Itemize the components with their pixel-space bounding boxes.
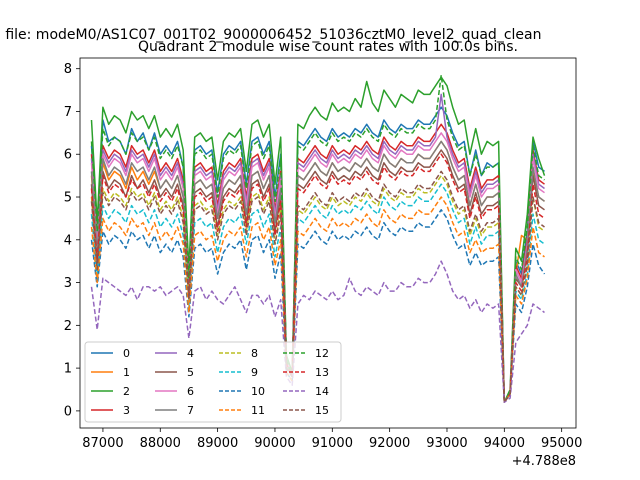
x-tick-label: 87000	[82, 436, 123, 451]
y-tick-label: 3	[64, 276, 72, 291]
legend-label-10: 10	[251, 385, 265, 398]
series-line-7	[90, 140, 545, 404]
x-tick-label: 91000	[312, 436, 353, 451]
y-tick-label: 7	[64, 105, 72, 120]
series-line-12	[90, 74, 545, 404]
series-line-9	[90, 183, 545, 404]
legend-label-15: 15	[315, 404, 329, 417]
legend-label-8: 8	[251, 347, 258, 360]
y-tick-label: 5	[64, 191, 72, 206]
x-tick-label: 92000	[369, 436, 410, 451]
x-tick-label: 94000	[484, 436, 525, 451]
legend-box	[84, 341, 342, 423]
legend-label-9: 9	[251, 366, 258, 379]
series-line-4	[90, 93, 545, 404]
x-axis-offset-label: +4.788e8	[512, 454, 576, 469]
x-tick-label: 90000	[254, 436, 295, 451]
y-tick-label: 2	[64, 319, 72, 334]
chart-title: Quadrant 2 module wise count rates with …	[138, 39, 518, 55]
legend-label-2: 2	[123, 385, 130, 398]
x-tick-label: 89000	[197, 436, 238, 451]
x-tick-label: 93000	[426, 436, 467, 451]
series-line-6	[90, 132, 545, 404]
y-tick-label: 8	[64, 62, 72, 77]
legend-label-5: 5	[187, 366, 194, 379]
series-line-11	[90, 196, 545, 404]
legend-label-3: 3	[123, 404, 130, 417]
series-line-2	[90, 76, 546, 404]
series-line-13	[90, 153, 545, 404]
series-line-3	[90, 123, 545, 404]
series-line-5	[90, 149, 545, 404]
y-tick-label: 4	[64, 233, 72, 248]
plot-series-group	[90, 74, 546, 404]
series-line-15	[90, 170, 545, 404]
legend-label-14: 14	[315, 385, 329, 398]
legend-label-13: 13	[315, 366, 329, 379]
y-tick-label: 0	[64, 404, 72, 419]
y-tick-label: 6	[64, 148, 72, 163]
figure-suptitle: n file: modeM0/AS1C07_001T02_9000006452_…	[0, 27, 541, 43]
series-line-8	[90, 174, 545, 404]
y-axis: 0 1 2 3 4 5 6 7 8	[64, 62, 80, 419]
legend-label-4: 4	[187, 347, 194, 360]
legend-label-7: 7	[187, 404, 194, 417]
series-line-10	[90, 209, 546, 404]
legend-label-11: 11	[251, 404, 265, 417]
legend-label-0: 0	[123, 347, 130, 360]
x-tick-label: 88000	[140, 436, 181, 451]
legend-label-12: 12	[315, 347, 329, 360]
x-axis: 87000 88000 89000 90000 91000 92000 93000 94000…	[82, 428, 582, 451]
y-tick-label: 1	[64, 362, 72, 377]
x-tick-label: 95000	[541, 436, 582, 451]
plot-frame	[79, 57, 577, 429]
legend-label-1: 1	[123, 366, 130, 379]
series-line-14	[90, 260, 545, 404]
legend-label-6: 6	[187, 385, 194, 398]
